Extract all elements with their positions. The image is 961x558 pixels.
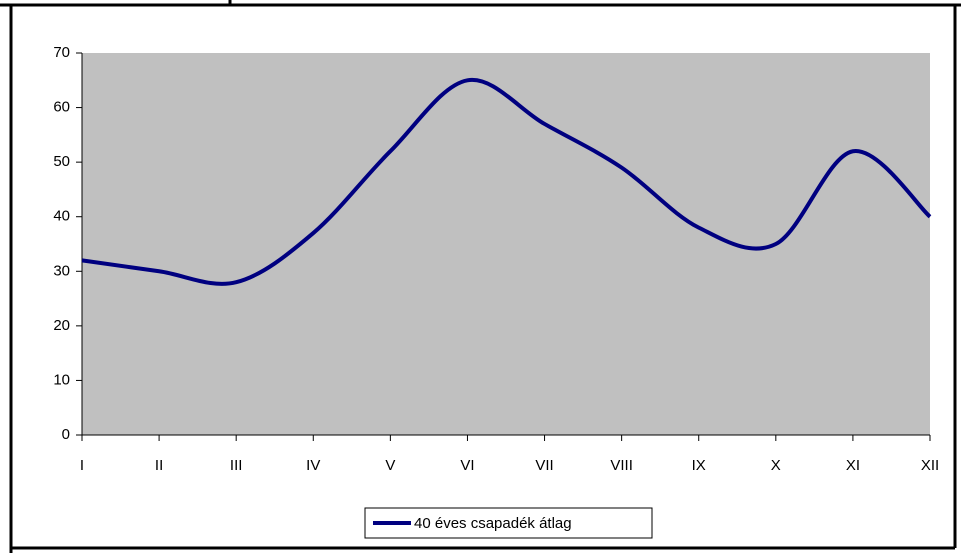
x-tick-label: III [230, 457, 243, 474]
y-tick-label: 40 [53, 208, 70, 225]
plot-background [82, 53, 930, 435]
y-tick-label: 60 [53, 99, 70, 116]
x-tick-label: XII [921, 457, 939, 474]
y-tick-label: 70 [53, 44, 70, 61]
x-tick-label: II [155, 457, 163, 474]
x-tick-label: VII [535, 457, 553, 474]
y-tick-label: 0 [62, 426, 70, 443]
y-tick-label: 20 [53, 317, 70, 334]
y-tick-label: 50 [53, 153, 70, 170]
legend-label: 40 éves csapadék átlag [414, 515, 572, 532]
legend-box [364, 507, 653, 539]
x-tick-label: IV [306, 457, 320, 474]
data-line [81, 78, 932, 286]
x-tick-label: I [80, 457, 84, 474]
x-tick-label: XI [846, 457, 860, 474]
x-tick-label: V [385, 457, 395, 474]
x-tick-label: VIII [610, 457, 633, 474]
y-tick-label: 10 [53, 371, 70, 388]
x-tick-label: VI [460, 457, 474, 474]
x-tick-label: IX [692, 457, 706, 474]
y-tick-label: 30 [53, 262, 70, 279]
x-tick-label: X [771, 457, 781, 474]
